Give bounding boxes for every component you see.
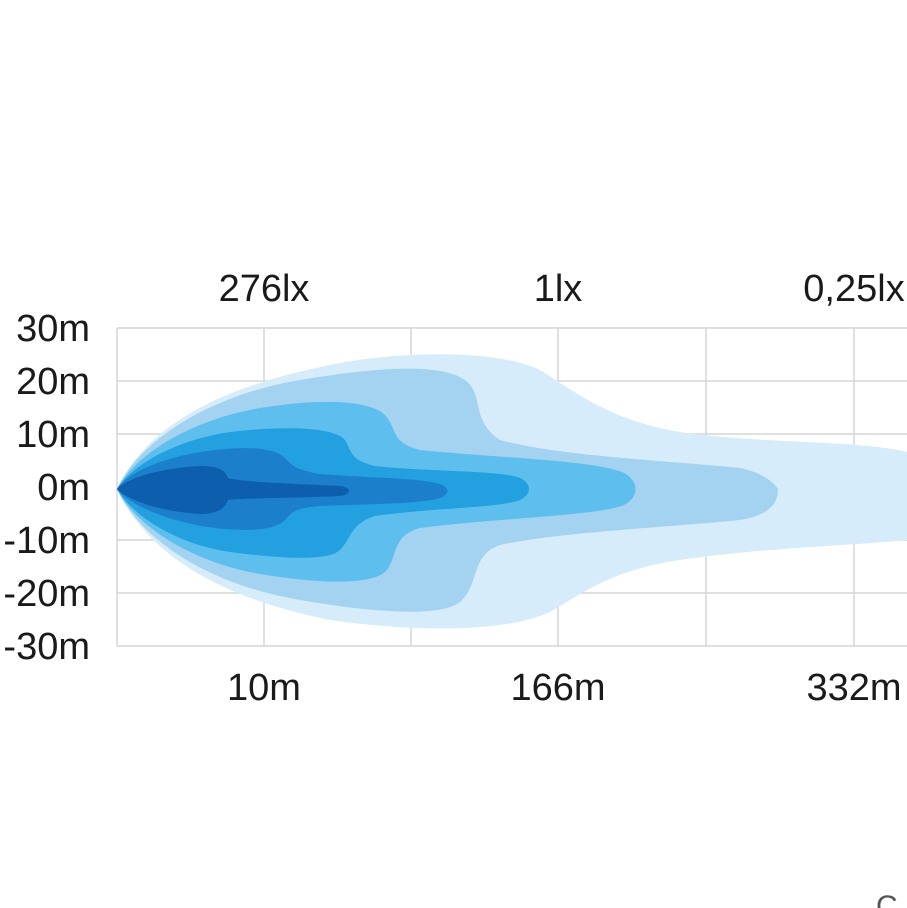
x-axis-ticks: 10m 166m 332m: [227, 667, 901, 709]
lux-labels: 276lx 1lx 0,25lx: [219, 268, 905, 310]
x-tick-label: 10m: [227, 667, 301, 709]
zone-5: [117, 466, 349, 514]
y-tick-label: -20m: [3, 573, 90, 615]
illumination-zones: [117, 354, 907, 629]
y-axis-ticks: 30m 20m 10m 0m -10m -20m -30m: [3, 308, 90, 668]
y-tick-label: -10m: [3, 520, 90, 562]
lux-label: 276lx: [219, 268, 310, 310]
x-tick-label: 166m: [510, 667, 605, 709]
lux-label: 0,25lx: [803, 268, 904, 310]
x-tick-label: 332m: [806, 667, 901, 709]
lux-label: 1lx: [534, 268, 583, 310]
y-tick-label: 0m: [37, 467, 90, 509]
corner-glyph: C: [876, 890, 898, 908]
y-tick-label: 20m: [16, 361, 90, 403]
y-tick-label: 30m: [16, 308, 90, 350]
y-tick-label: -30m: [3, 626, 90, 668]
y-tick-label: 10m: [16, 414, 90, 456]
